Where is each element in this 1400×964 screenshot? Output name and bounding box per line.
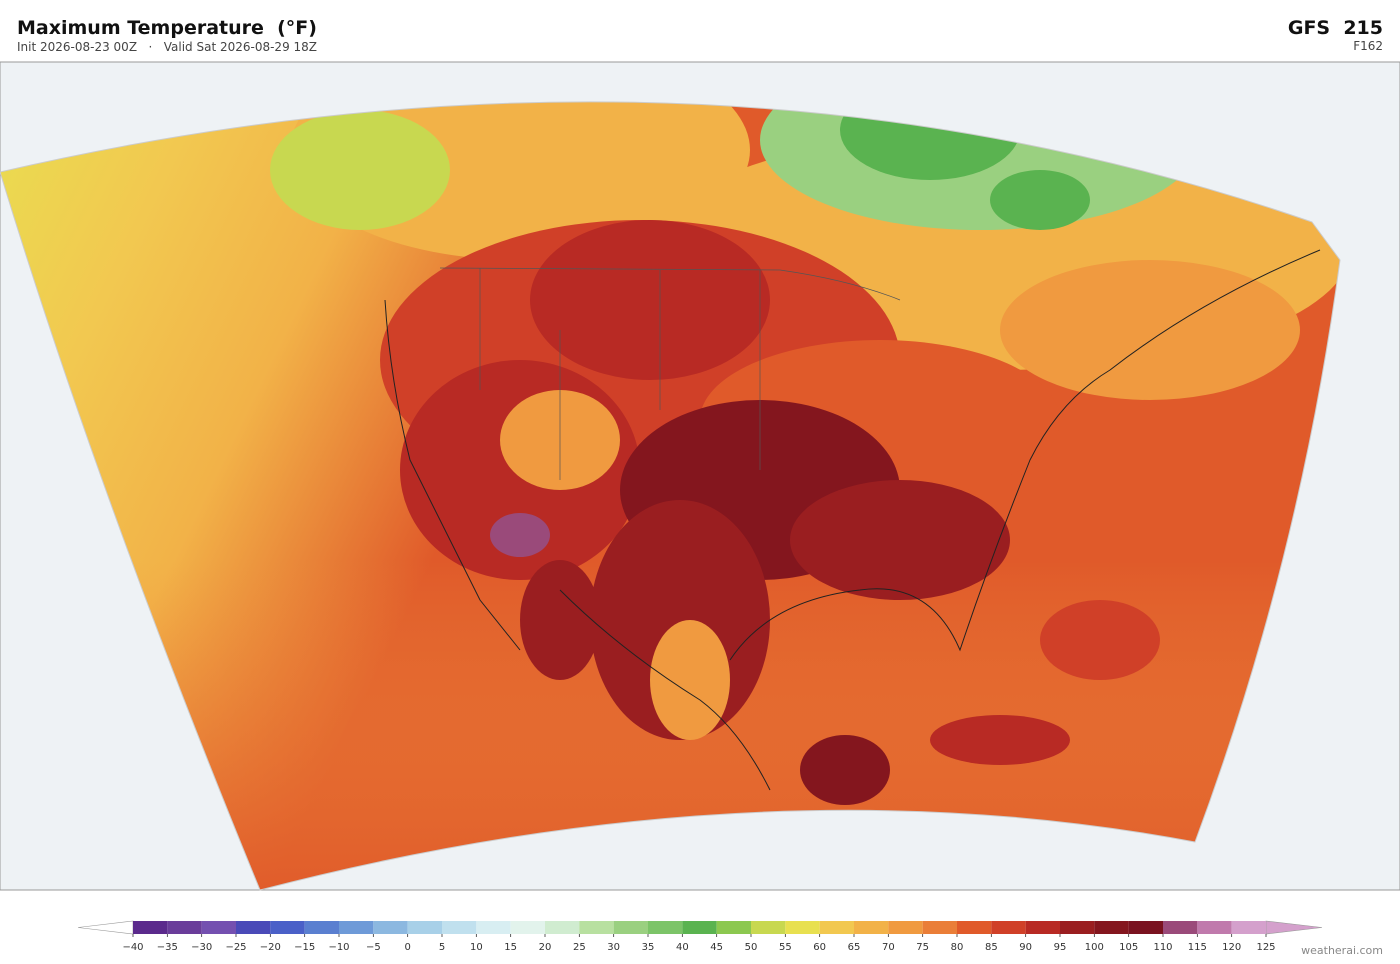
colorbar-bin bbox=[1025, 921, 1060, 934]
colorbar-tick-label: 100 bbox=[1085, 942, 1104, 953]
colorbar-bin bbox=[201, 921, 236, 934]
colorbar-tick-label: 95 bbox=[1054, 942, 1067, 953]
colorbar-under bbox=[77, 920, 134, 935]
colorbar-bin bbox=[133, 921, 168, 934]
colorbar-bin bbox=[716, 921, 751, 934]
colorbar-bin bbox=[1060, 921, 1095, 934]
colorbar-tick-label: 30 bbox=[607, 942, 620, 953]
colorbar-tick-label: 5 bbox=[439, 942, 445, 953]
colorbar-tick-label: −5 bbox=[366, 942, 381, 953]
colorbar-bin bbox=[854, 921, 889, 934]
colorbar-tick-label: −15 bbox=[294, 942, 315, 953]
colorbar-tick-label: 0 bbox=[404, 942, 410, 953]
colorbar-tick-label: 15 bbox=[504, 942, 517, 953]
colorbar-tick-label: −10 bbox=[328, 942, 349, 953]
colorbar-tick-label: −25 bbox=[225, 942, 246, 953]
colorbar: −40 −35 −30 −25 −20 −15 −10 −5 0 5 10 15 20 25 30 35 40 4… bbox=[77, 920, 1323, 953]
colorbar-bin bbox=[545, 921, 580, 934]
colorbar-tick-label: 25 bbox=[573, 942, 586, 953]
colorbar-bin bbox=[751, 921, 786, 934]
colorbar-bin bbox=[888, 921, 923, 934]
colorbar-tick-label: 105 bbox=[1119, 942, 1138, 953]
colorbar-tick-label: −35 bbox=[157, 942, 178, 953]
colorbar-bin bbox=[991, 921, 1026, 934]
colorbar-tick-label: 45 bbox=[710, 942, 723, 953]
colorbar-bin bbox=[785, 921, 820, 934]
colorbar-bin bbox=[510, 921, 545, 934]
colorbar-bin bbox=[682, 921, 717, 934]
colorbar-tick-label: −40 bbox=[122, 942, 143, 953]
colorbar-tick-label: 90 bbox=[1019, 942, 1032, 953]
colorbar-bin bbox=[167, 921, 202, 934]
colorbar-tick-label: 10 bbox=[470, 942, 483, 953]
colorbar-bin bbox=[373, 921, 408, 934]
colorbar-tick-label: 115 bbox=[1188, 942, 1207, 953]
title: Maximum Temperature (°F) bbox=[17, 17, 317, 39]
colorbar-tick-label: 110 bbox=[1153, 942, 1172, 953]
colorbar-bin bbox=[236, 921, 271, 934]
colorbar-bin bbox=[1128, 921, 1163, 934]
colorbar-tick-label: 75 bbox=[916, 942, 929, 953]
forecast-hour: F162 bbox=[1353, 39, 1383, 53]
colorbar-bin bbox=[1094, 921, 1129, 934]
colorbar-tick-label: 85 bbox=[985, 942, 998, 953]
colorbar-bin bbox=[819, 921, 854, 934]
colorbar-bin bbox=[442, 921, 477, 934]
colorbar-bin bbox=[407, 921, 442, 934]
colorbar-bin bbox=[579, 921, 614, 934]
map bbox=[0, 61, 1400, 891]
colorbar-tick-label: −20 bbox=[260, 942, 281, 953]
credit: weatherai.com bbox=[1301, 944, 1383, 957]
colorbar-tick-label: 60 bbox=[813, 942, 826, 953]
colorbar-bin bbox=[648, 921, 683, 934]
colorbar-tick-label: 120 bbox=[1222, 942, 1241, 953]
colorbar-bin bbox=[304, 921, 339, 934]
colorbar-tick-label: 35 bbox=[642, 942, 655, 953]
colorbar-bin bbox=[1163, 921, 1198, 934]
subtitle: Init 2026-08-23 00Z · Valid Sat 2026-08-… bbox=[17, 40, 317, 54]
colorbar-tick-label: 40 bbox=[676, 942, 689, 953]
colorbar-tick-label: 20 bbox=[539, 942, 552, 953]
temperature-field bbox=[0, 101, 1340, 891]
model: GFS 215 bbox=[1288, 17, 1383, 39]
colorbar-bin bbox=[476, 921, 511, 934]
colorbar-tick-label: −30 bbox=[191, 942, 212, 953]
colorbar-bin bbox=[1231, 921, 1266, 934]
colorbar-bin bbox=[957, 921, 992, 934]
colorbar-tick-label: 65 bbox=[848, 942, 861, 953]
colorbar-bin bbox=[613, 921, 648, 934]
colorbar-tick-label: 55 bbox=[779, 942, 792, 953]
colorbar-bin bbox=[1197, 921, 1232, 934]
colorbar-tick-label: 125 bbox=[1256, 942, 1275, 953]
colorbar-tick-label: 70 bbox=[882, 942, 895, 953]
colorbar-bin bbox=[339, 921, 374, 934]
colorbar-tick-label: 50 bbox=[745, 942, 758, 953]
colorbar-bin bbox=[922, 921, 957, 934]
colorbar-tick-label: 80 bbox=[951, 942, 964, 953]
colorbar-bin bbox=[270, 921, 305, 934]
colorbar-over bbox=[1265, 920, 1323, 935]
